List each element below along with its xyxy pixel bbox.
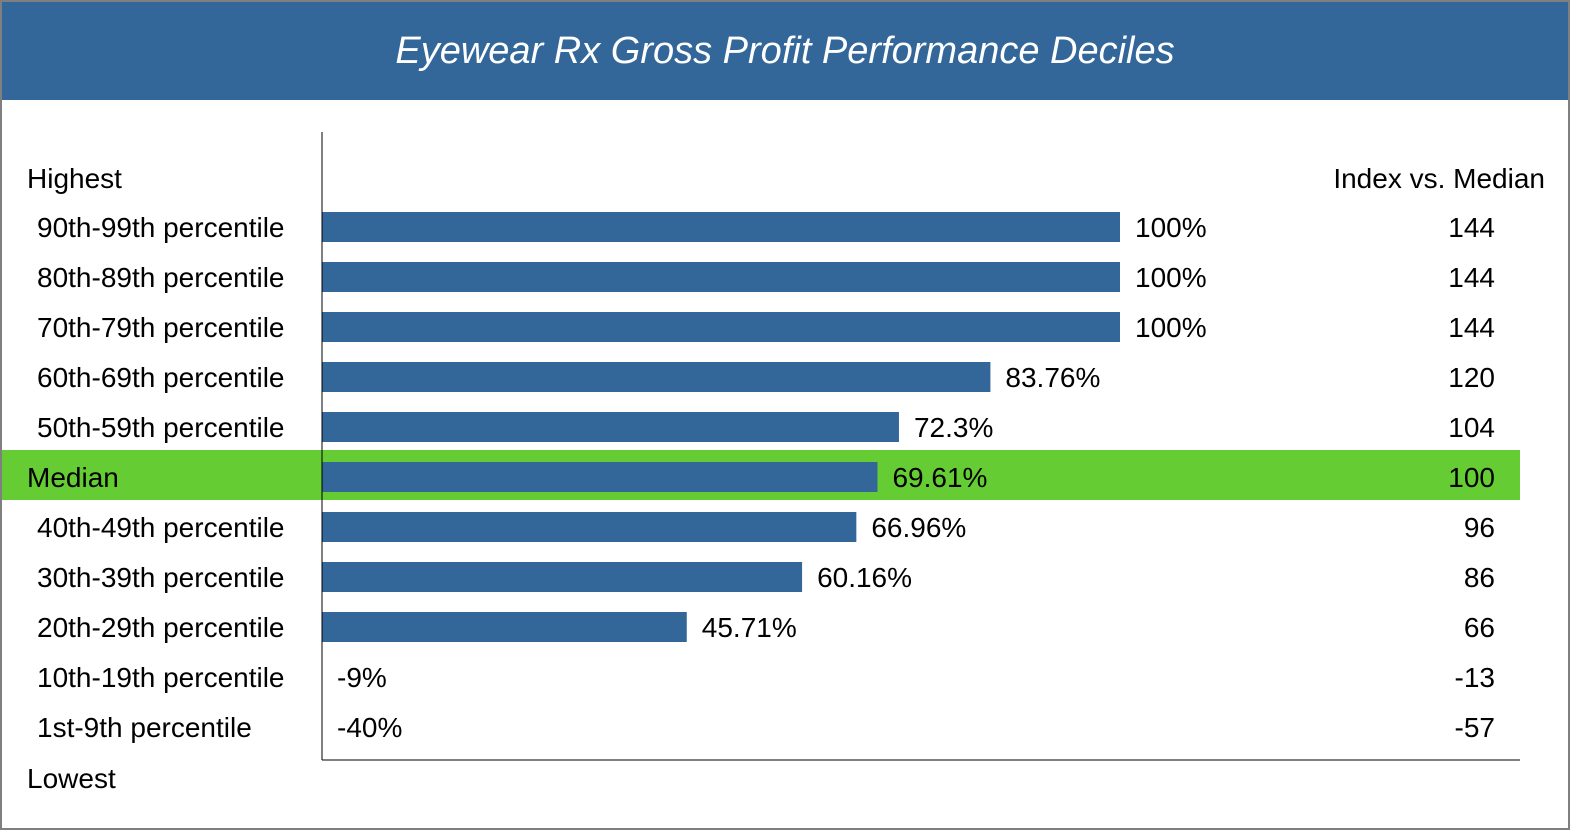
index-header: Index vs. Median — [1333, 163, 1545, 194]
value-label: 100% — [1135, 312, 1207, 343]
category-label: 50th-59th percentile — [37, 412, 285, 443]
bar — [322, 512, 857, 542]
bar — [322, 462, 878, 492]
bars-group — [322, 212, 1120, 642]
bar — [322, 612, 687, 642]
index-label: 100 — [1448, 462, 1495, 493]
value-label: 69.61% — [892, 462, 987, 493]
bar — [322, 412, 899, 442]
index-label: 86 — [1464, 562, 1495, 593]
index-labels-group: 144 144 144 120 104 100 96 86 66 -13 -57 — [1448, 212, 1495, 743]
index-label: 120 — [1448, 362, 1495, 393]
lowest-label: Lowest — [27, 763, 116, 794]
value-label: 45.71% — [702, 612, 797, 643]
title-bar: Eyewear Rx Gross Profit Performance Deci… — [2, 2, 1568, 100]
index-label: 144 — [1448, 312, 1495, 343]
index-label: 144 — [1448, 262, 1495, 293]
category-label: 70th-79th percentile — [37, 312, 285, 343]
index-label: 96 — [1464, 512, 1495, 543]
category-label: 1st-9th percentile — [37, 712, 252, 743]
category-label: 30th-39th percentile — [37, 562, 285, 593]
highest-label: Highest — [27, 163, 122, 194]
bar — [322, 562, 803, 592]
bar — [322, 312, 1120, 342]
value-label: -40% — [337, 712, 402, 743]
value-label: 100% — [1135, 212, 1207, 243]
index-label: 66 — [1464, 612, 1495, 643]
value-label: 60.16% — [817, 562, 912, 593]
value-label: 72.3% — [914, 412, 993, 443]
bar — [322, 362, 991, 392]
category-label: Median — [27, 462, 119, 493]
category-label: 80th-89th percentile — [37, 262, 285, 293]
bar — [322, 212, 1120, 242]
value-label: 66.96% — [871, 512, 966, 543]
value-label: 100% — [1135, 262, 1207, 293]
category-label: 90th-99th percentile — [37, 212, 285, 243]
bar — [322, 262, 1120, 292]
value-label: 83.76% — [1005, 362, 1100, 393]
chart-title: Eyewear Rx Gross Profit Performance Deci… — [395, 30, 1175, 72]
category-label: 60th-69th percentile — [37, 362, 285, 393]
category-labels-group: 90th-99th percentile 80th-89th percentile… — [27, 212, 285, 743]
category-label: 40th-49th percentile — [37, 512, 285, 543]
value-labels-group: 100% 100% 100% 83.76% 72.3% 69.61% 66.96% 60.16… — [337, 212, 1207, 743]
value-label: -9% — [337, 662, 387, 693]
index-label: 104 — [1448, 412, 1495, 443]
category-label: 10th-19th percentile — [37, 662, 285, 693]
index-label: -57 — [1455, 712, 1495, 743]
category-label: 20th-29th percentile — [37, 612, 285, 643]
index-label: -13 — [1455, 662, 1495, 693]
index-label: 144 — [1448, 212, 1495, 243]
